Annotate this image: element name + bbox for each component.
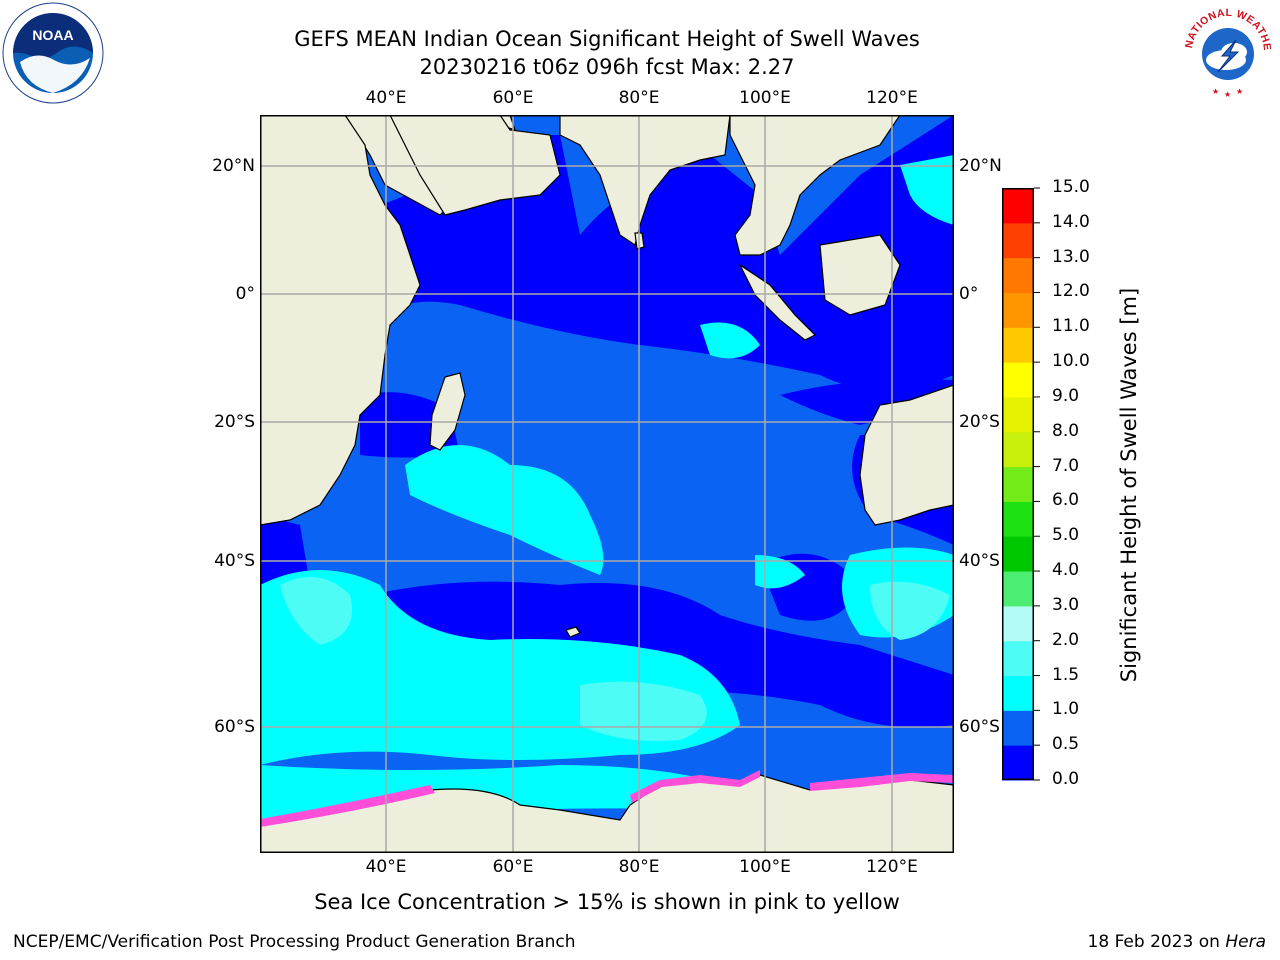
credit-date-text: 18 Feb 2023 on	[1087, 932, 1220, 952]
colorbar-segment	[1002, 362, 1034, 398]
colorbar-tick-label: 7.0	[1052, 455, 1080, 476]
sea-ice-note: Sea Ice Concentration > 15% is shown in …	[314, 890, 900, 914]
lon-label-top-80e: 80°E	[618, 88, 660, 108]
credit-branch: NCEP/EMC/Verification Post Processing Pr…	[13, 932, 576, 952]
lat-label-right-0: 0°	[959, 284, 979, 304]
colorbar-tick-label: 15.0	[1052, 177, 1090, 197]
noaa-logo-text: NOAA	[32, 27, 73, 43]
colorbar-title: Significant Height of Swell Waves [m]	[1117, 287, 1141, 683]
colorbar-segment	[1002, 675, 1034, 711]
colorbar-segment	[1002, 466, 1034, 502]
map-subtitle: 20230216 t06z 096h fcst Max: 2.27	[419, 55, 795, 79]
colorbar-tick-label: 3.0	[1052, 594, 1080, 615]
lon-label-bottom-40e: 40°E	[365, 857, 407, 877]
colorbar-segment	[1002, 396, 1034, 433]
colorbar-segment	[1002, 605, 1034, 642]
map-border	[260, 115, 954, 853]
colorbar-tick-label: 0.0	[1052, 769, 1080, 789]
lat-label-left-0: 0°	[235, 284, 255, 304]
colorbar-tick-label: 4.0	[1052, 560, 1080, 581]
colorbar-segment	[1002, 571, 1034, 607]
lat-label-right-60s: 60°S	[959, 717, 1000, 737]
colorbar-segment	[1002, 710, 1034, 746]
colorbar-segment	[1002, 431, 1034, 468]
map-title: GEFS MEAN Indian Ocean Significant Heigh…	[294, 27, 920, 51]
sea-ice-fringe	[260, 770, 954, 827]
lon-label-top-40e: 40°E	[365, 88, 407, 108]
colorbar-tick-label: 1.5	[1052, 664, 1080, 685]
svg-text:★: ★	[1212, 87, 1219, 96]
lat-label-left-60s: 60°S	[214, 717, 255, 737]
lat-label-right-40s: 40°S	[959, 551, 1000, 571]
lon-label-top-120e: 120°E	[866, 88, 918, 108]
ocean-band-1-5-2-0	[280, 577, 950, 741]
colorbar-segment	[1002, 222, 1034, 259]
colorbar-segment	[1002, 640, 1034, 677]
colorbar-segment	[1002, 745, 1034, 781]
colorbar-segment	[1002, 188, 1034, 224]
swell-height-map	[260, 115, 954, 853]
colorbar-tick-label: 12.0	[1052, 281, 1090, 302]
colorbar-tick-label: 9.0	[1052, 385, 1080, 406]
lon-label-bottom-100e: 100°E	[739, 857, 791, 877]
colorbar-border	[1002, 188, 1034, 780]
colorbar-tick-label: 0.5	[1052, 734, 1080, 755]
lat-label-right-20n: 20°N	[959, 156, 1002, 176]
colorbar-segment	[1002, 292, 1034, 328]
credit-date: 18 Feb 2023 on Hera	[1088, 932, 1266, 952]
colorbar-tick-label: 13.0	[1052, 246, 1090, 267]
colorbar-tick-label: 8.0	[1052, 420, 1080, 441]
lon-label-top-60e: 60°E	[492, 88, 534, 108]
colorbar-segment	[1002, 327, 1034, 363]
colorbar-tick-label: 10.0	[1052, 351, 1090, 372]
colorbar-tick-label: 6.0	[1052, 490, 1080, 511]
colorbar-tick-label: 14.0	[1052, 211, 1090, 232]
nws-logo: NATIONAL WEATHER SERVICE ★ ★ ★	[1178, 2, 1276, 100]
colorbar-segment	[1002, 257, 1034, 293]
lat-label-left-20s: 20°S	[214, 412, 255, 432]
colorbar-tick-label: 1.0	[1052, 699, 1080, 720]
colorbar-tick-label: 11.0	[1052, 316, 1090, 337]
lat-label-left-40s: 40°S	[214, 551, 255, 571]
colorbar-tick-label: 2.0	[1052, 629, 1080, 650]
graticule	[260, 115, 954, 853]
lon-label-top-100e: 100°E	[739, 88, 791, 108]
colorbar-segment	[1002, 536, 1034, 572]
lat-label-right-20s: 20°S	[959, 412, 1000, 432]
noaa-logo: NOAA	[2, 2, 104, 104]
colorbar	[1002, 187, 1040, 781]
lon-label-bottom-60e: 60°E	[492, 857, 534, 877]
colorbar-segment	[1002, 501, 1034, 537]
lon-label-bottom-80e: 80°E	[618, 857, 660, 877]
svg-text:★: ★	[1224, 90, 1231, 99]
lat-label-left-20n: 20°N	[212, 156, 255, 176]
credit-host: Hera	[1225, 932, 1266, 952]
colorbar-tick-label: 5.0	[1052, 525, 1080, 546]
svg-text:★: ★	[1236, 87, 1243, 96]
lon-label-bottom-120e: 120°E	[866, 857, 918, 877]
